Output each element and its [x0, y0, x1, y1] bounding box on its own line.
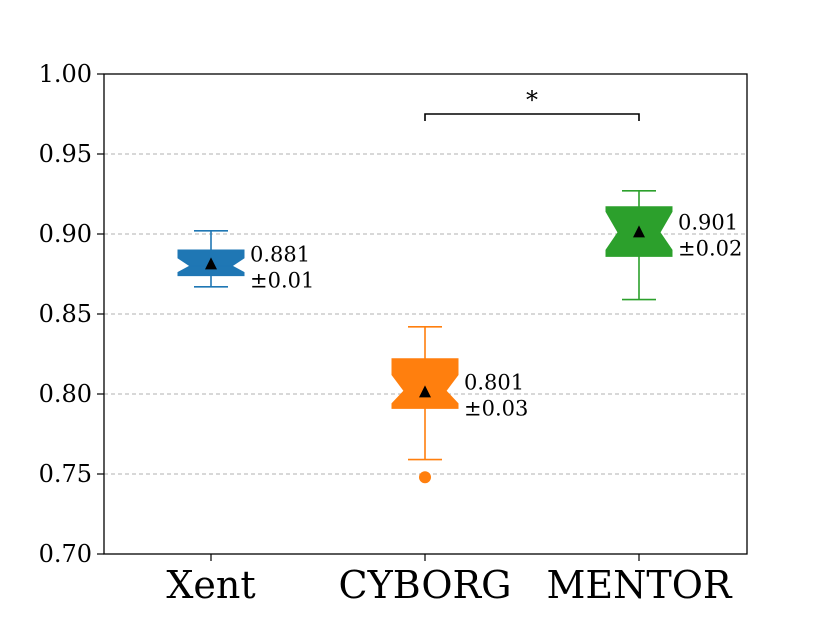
boxes — [177, 190, 673, 484]
y-tick-label: 0.90 — [39, 220, 92, 248]
mean-value-label: 0.901 — [678, 210, 738, 234]
y-tick-label: 0.70 — [39, 540, 92, 568]
x-tick-label: MENTOR — [546, 563, 732, 607]
x-tick-label: CYBORG — [339, 563, 512, 607]
y-tick-label: 1.00 — [39, 60, 92, 88]
x-tick-label: Xent — [166, 563, 255, 607]
axes: 0.70 0.75 0.80 0.85 0.90 0.95 1.00 Xent CYBORG ME… — [39, 60, 733, 607]
outlier-point — [419, 471, 431, 484]
y-tick-label: 0.75 — [39, 460, 92, 488]
significance-bracket — [424, 113, 640, 121]
y-tick-label: 0.95 — [39, 140, 92, 168]
std-value-label: ±0.03 — [464, 396, 528, 420]
y-tick-label: 0.85 — [39, 300, 92, 328]
significance-star: * — [526, 86, 538, 114]
annotations: 0.881±0.01 0.801±0.03 0.901±0.02 * — [250, 86, 742, 420]
mean-marker — [419, 385, 431, 398]
std-value-label: ±0.01 — [250, 268, 314, 292]
mean-value-label: 0.881 — [250, 242, 310, 266]
notched-box — [391, 358, 459, 409]
y-tick-label: 0.80 — [39, 380, 92, 408]
mean-value-label: 0.801 — [464, 370, 524, 394]
mean-marker — [633, 225, 645, 238]
std-value-label: ±0.02 — [678, 236, 742, 260]
mean-marker — [205, 257, 217, 270]
